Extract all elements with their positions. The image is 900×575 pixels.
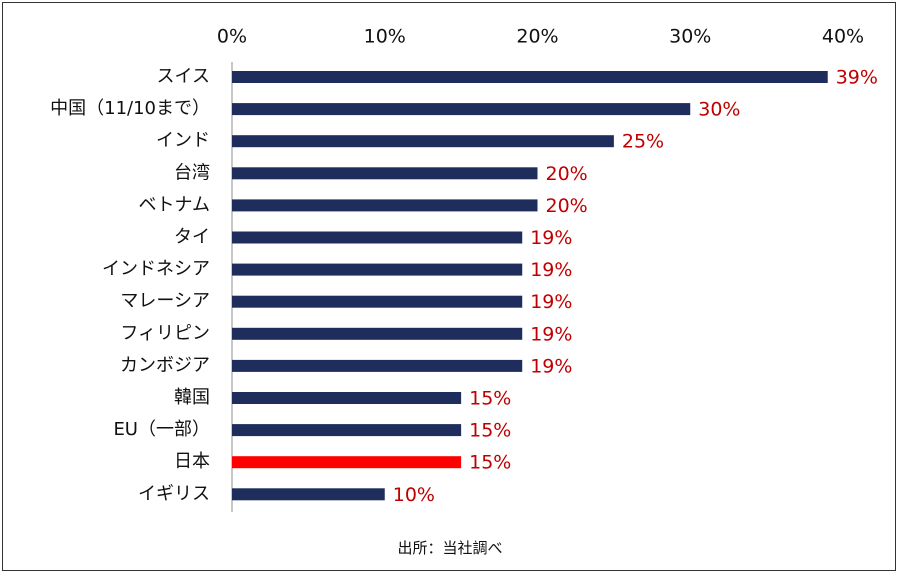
data-labels: 39% 30% 25% 20% 20% 19% 19% 19% 19% 19% 15% 15% 15% 1…	[393, 67, 878, 506]
category-label: インドネシア	[102, 259, 210, 280]
data-label: 15%	[469, 388, 511, 410]
data-label: 15%	[469, 452, 511, 474]
data-label: 19%	[530, 227, 572, 249]
x-tick-label: 40%	[822, 26, 864, 48]
x-tick-label: 10%	[364, 26, 406, 48]
data-label: 10%	[393, 484, 435, 506]
category-label: EU（一部）	[113, 419, 210, 440]
bar	[232, 392, 462, 404]
category-label: イギリス	[138, 483, 210, 504]
bar-highlight	[232, 456, 462, 469]
data-label: 19%	[530, 323, 572, 345]
bar	[232, 135, 614, 148]
bar	[232, 263, 523, 276]
bar	[232, 71, 828, 83]
x-tick-label: 20%	[516, 26, 558, 48]
category-label: インド	[156, 130, 210, 151]
data-label: 19%	[530, 291, 572, 313]
category-label: タイ	[174, 227, 210, 248]
data-label: 20%	[546, 163, 588, 185]
bar	[232, 167, 538, 180]
bar	[232, 295, 523, 308]
x-tick-label: 30%	[669, 26, 711, 48]
category-label: カンボジア	[120, 355, 210, 376]
data-label: 19%	[530, 355, 572, 377]
bar	[232, 359, 523, 372]
data-label: 39%	[836, 67, 878, 89]
bar	[232, 199, 538, 212]
bar	[232, 327, 523, 340]
category-label: 韓国	[174, 387, 210, 408]
category-label: フィリピン	[120, 323, 210, 344]
data-label: 20%	[546, 195, 588, 217]
category-label: マレーシア	[120, 291, 210, 312]
x-axis-ticks: 0% 10% 20% 30% 40%	[217, 26, 864, 48]
category-label: ベトナム	[139, 194, 210, 215]
source-note: 出所：当社調べ	[397, 539, 503, 557]
bar	[232, 488, 385, 501]
bar	[232, 103, 691, 116]
data-label: 25%	[622, 131, 664, 153]
data-label: 15%	[469, 420, 511, 442]
category-label: 日本	[174, 451, 210, 472]
bar	[232, 231, 523, 244]
bar	[232, 424, 462, 437]
data-label: 30%	[698, 99, 740, 121]
x-tick-label: 0%	[217, 26, 247, 48]
data-label: 19%	[530, 259, 572, 281]
bars	[232, 71, 828, 501]
category-label: 中国（11/10まで）	[50, 98, 210, 119]
category-label: 台湾	[174, 162, 210, 183]
category-label: スイス	[157, 66, 210, 87]
